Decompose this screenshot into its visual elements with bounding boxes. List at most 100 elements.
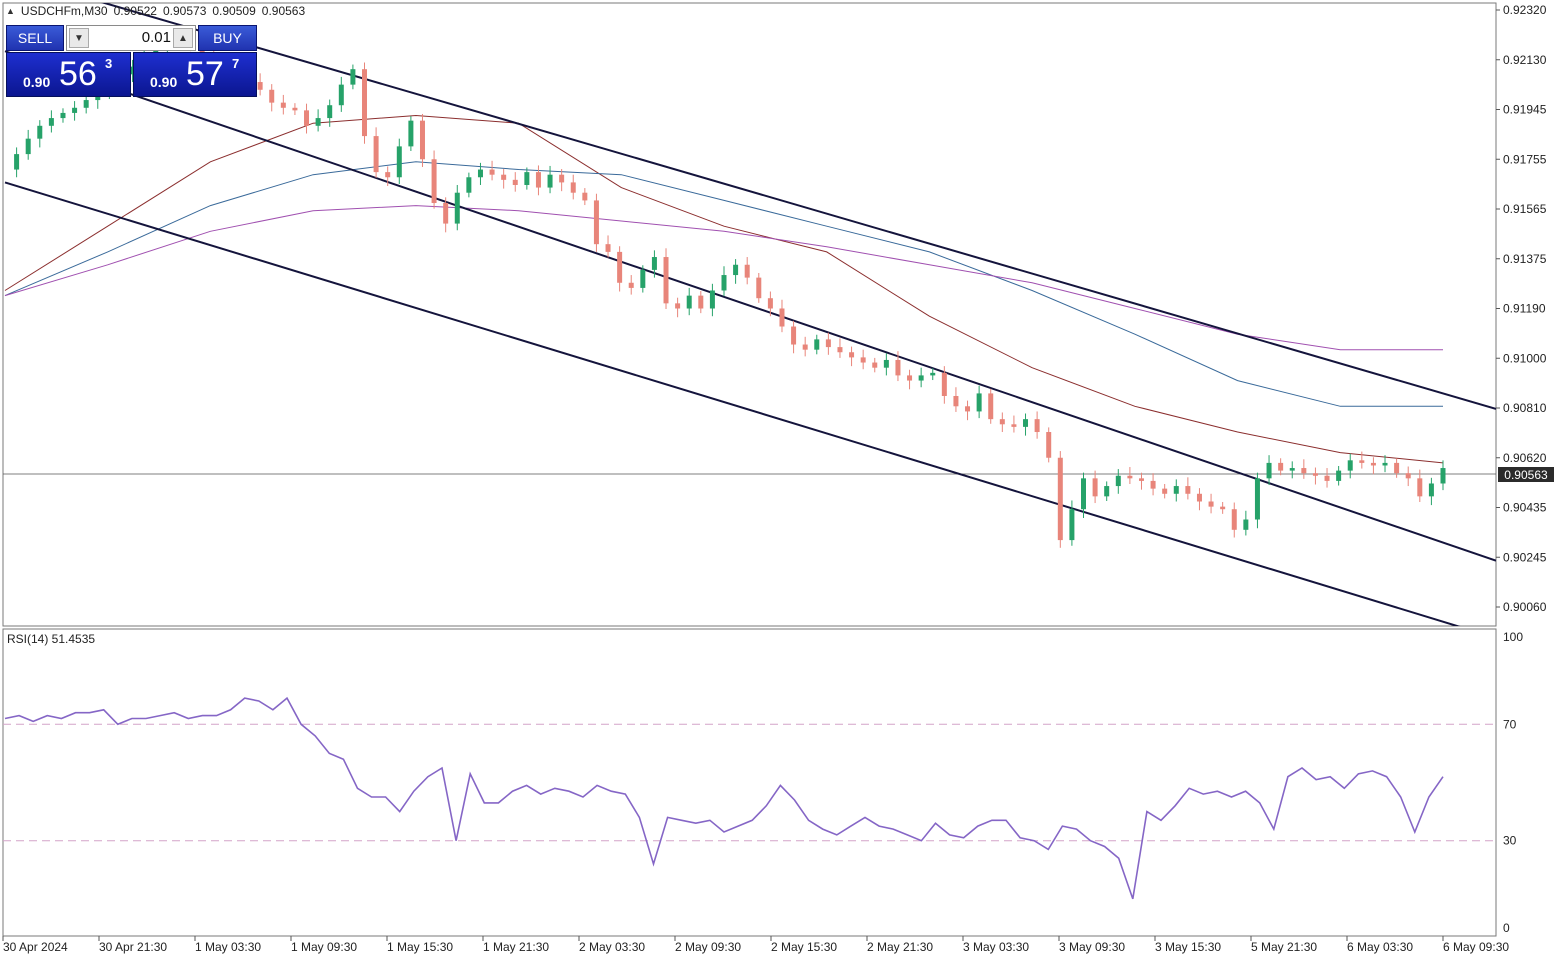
candle-body [1231,509,1237,530]
candle-body [547,174,553,188]
candle-body [1347,460,1353,471]
candle-body [930,372,936,376]
time-tick-label: 2 May 09:30 [675,940,741,954]
lot-increase-icon[interactable]: ▲ [173,28,193,48]
candle-body [72,107,78,113]
candle-body [292,107,298,111]
candle-body [802,344,808,350]
candle-body [1115,475,1121,487]
candle-body [1220,506,1226,510]
candle-body [756,277,762,299]
time-tick-label: 3 May 09:30 [1059,940,1125,954]
lot-decrease-icon[interactable]: ▼ [69,28,89,48]
low-value: 0.90509 [212,4,256,18]
candle-body [686,295,692,309]
candle-body [883,359,889,368]
time-tick-label: 6 May 09:30 [1443,940,1509,954]
candle-body [814,339,820,350]
candle-body [1382,462,1388,466]
buy-price-big: 57 [186,55,224,93]
candle-body [953,395,959,407]
price-tick-label: 0.91945 [1503,103,1547,117]
chart-header: ▲ USDCHFm,M30 0.90522 0.90573 0.90509 0.… [6,4,305,18]
candle-body [1243,519,1249,530]
candle-body [570,182,576,193]
time-tick-label: 1 May 15:30 [387,940,453,954]
rsi-chart-frame [2,628,1497,937]
candle-body [918,375,924,381]
lot-size-value[interactable]: 0.01 [141,29,171,46]
candle-body [1312,473,1318,476]
candle-body [1359,460,1365,463]
price-tick-label: 0.91755 [1503,152,1547,166]
candle-body [663,257,669,304]
candle-body [454,192,460,224]
candle-body [1428,483,1434,497]
candle-body [1069,509,1075,541]
time-tick-label: 5 May 21:30 [1251,940,1317,954]
candle-body [1254,478,1260,520]
candle-body [1173,486,1179,494]
buy-price-prefix: 0.90 [150,74,178,90]
price-tick-label: 0.90435 [1503,501,1547,515]
rsi-tick-label: 0 [1503,921,1510,935]
candle-body [1405,473,1411,479]
candle-body [1092,478,1098,497]
sell-price-box[interactable]: 0.90 56 3 [6,52,131,97]
collapse-triangle-icon[interactable]: ▲ [6,6,15,16]
candle-body [640,269,646,288]
candle-body [675,303,681,309]
candle-body [837,347,843,353]
candle-body [907,375,913,381]
candle-body [362,69,367,137]
time-tick-label: 2 May 03:30 [579,940,645,954]
candle-body [1336,470,1342,481]
candle-body [83,100,89,108]
time-tick-label: 30 Apr 2024 [3,940,68,954]
candle-body [257,82,263,90]
buy-price-box[interactable]: 0.90 57 7 [133,52,257,97]
candle-body [860,357,866,363]
price-tick-label: 0.92320 [1503,3,1547,17]
candle-body [385,172,391,178]
candle-body [280,102,286,108]
candle-body [582,192,588,201]
candle-body [617,251,623,283]
one-click-trade-panel: SELL ▼ 0.01 ▲ BUY 0.90 56 3 0.90 57 7 [6,25,257,97]
candle-body [1104,486,1110,497]
candle-body [1162,488,1168,494]
buy-price-sup: 7 [232,56,240,71]
channel-line-2 [4,50,1496,562]
candle-body [477,169,483,178]
candle-body [733,264,739,276]
price-tick-label: 0.91000 [1503,351,1547,365]
candle-body [373,136,379,173]
rsi-tick-label: 70 [1503,717,1517,731]
candle-body [431,159,437,203]
price-tick-label: 0.90810 [1503,401,1547,415]
candle-body [466,177,472,193]
candle-body [1370,462,1376,466]
candle-body [779,308,785,327]
candle-body [767,298,773,309]
buy-button[interactable]: BUY [198,25,257,51]
candle-body [443,202,449,224]
price-tick-label: 0.90060 [1503,600,1547,614]
time-tick-label: 1 May 03:30 [195,940,261,954]
candle-body [1289,468,1295,471]
close-value: 0.90563 [261,4,306,18]
candle-body [327,105,333,119]
rsi-line [4,696,1444,900]
candle-body [396,146,402,178]
lot-size-field[interactable]: ▼ 0.01 ▲ [66,25,196,51]
candle-body [605,244,611,252]
price-tick-label: 0.90620 [1503,451,1547,465]
sell-button[interactable]: SELL [6,25,64,51]
candle-body [1324,475,1330,481]
candle-body [1138,478,1144,481]
candle-body [825,339,831,348]
candle-body [1185,486,1191,494]
candle-body [60,112,66,119]
candle-body [14,154,20,170]
